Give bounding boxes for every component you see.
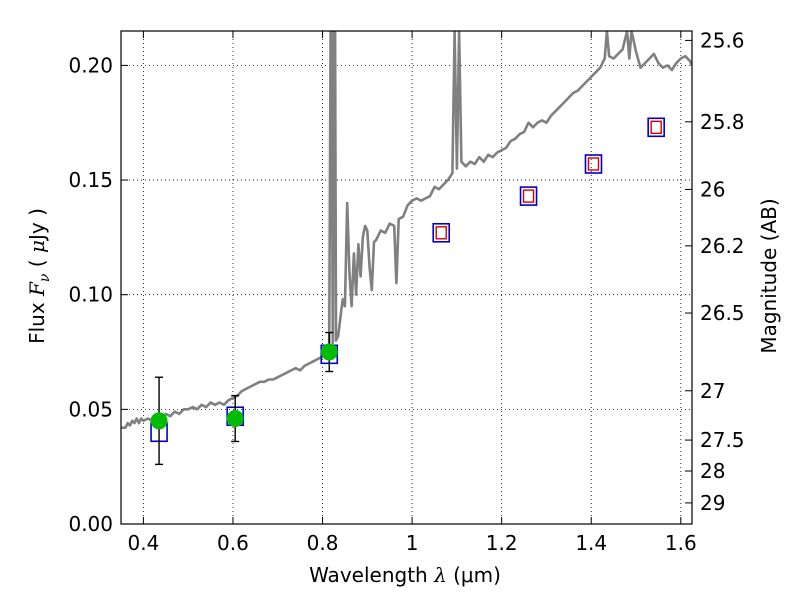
magnitude-tick-label: 25.6 <box>700 28 745 52</box>
x-tick-label: 1.4 <box>575 531 607 555</box>
y-tick-label: 0.05 <box>68 397 113 421</box>
model-photometry-square <box>647 117 665 138</box>
magnitude-tick-label: 25.8 <box>700 110 745 134</box>
x-tick-label: 0.4 <box>127 531 159 555</box>
y-tick-label: 0.10 <box>68 283 113 307</box>
right-y-axis-label: Magnitude (AB) <box>757 198 781 353</box>
grid-lines <box>121 31 692 524</box>
magnitude-tick-label: 26.2 <box>700 234 745 258</box>
y-tick-label: 0.00 <box>68 512 113 536</box>
y-tick-label: 0.15 <box>68 168 113 192</box>
plot-frame <box>120 30 693 525</box>
observed-photometry-point <box>320 343 338 361</box>
observed-photometry-point <box>150 412 168 430</box>
x-tick-label: 1.2 <box>486 531 518 555</box>
markers-layer <box>150 117 665 466</box>
limit-square-marker <box>587 157 600 171</box>
limit-square-marker <box>522 189 535 203</box>
limit-square-marker <box>650 120 662 135</box>
magnitude-tick-label: 29 <box>700 491 725 515</box>
magnitude-tick-label: 26.5 <box>700 301 745 325</box>
y-axis-label: Flux Fν ( μJy ) <box>25 208 53 344</box>
magnitude-tick-label: 27.5 <box>700 428 745 452</box>
magnitude-tick-label: 27 <box>700 379 725 403</box>
model-photometry-square <box>584 154 603 174</box>
y-tick-label: 0.20 <box>68 53 113 77</box>
spectrum-layer <box>121 31 692 429</box>
x-tick-label: 1 <box>406 531 419 555</box>
x-tick-label: 1.6 <box>665 531 697 555</box>
x-axis-label: Wavelength λ (μm) <box>309 563 501 587</box>
x-tick-label: 0.6 <box>217 531 249 555</box>
spectrum-line <box>121 31 692 429</box>
ticks-layer: 0.4 0.6 0.8 1 1.2 1.4 1.6 0.00 0.05 0.10 0.15 0.20 2… <box>68 28 744 555</box>
magnitude-tick-label: 26 <box>700 177 725 201</box>
x-tick-label: 0.8 <box>307 531 339 555</box>
model-photometry-square <box>519 186 538 206</box>
limit-square-marker <box>435 226 447 240</box>
magnitude-tick-label: 28 <box>700 459 725 483</box>
observed-photometry-point <box>226 410 244 428</box>
model-photometry-square <box>432 222 451 243</box>
